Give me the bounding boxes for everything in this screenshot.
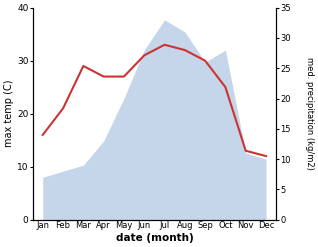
Y-axis label: max temp (C): max temp (C) bbox=[4, 80, 14, 147]
X-axis label: date (month): date (month) bbox=[115, 233, 193, 243]
Y-axis label: med. precipitation (kg/m2): med. precipitation (kg/m2) bbox=[305, 57, 314, 170]
